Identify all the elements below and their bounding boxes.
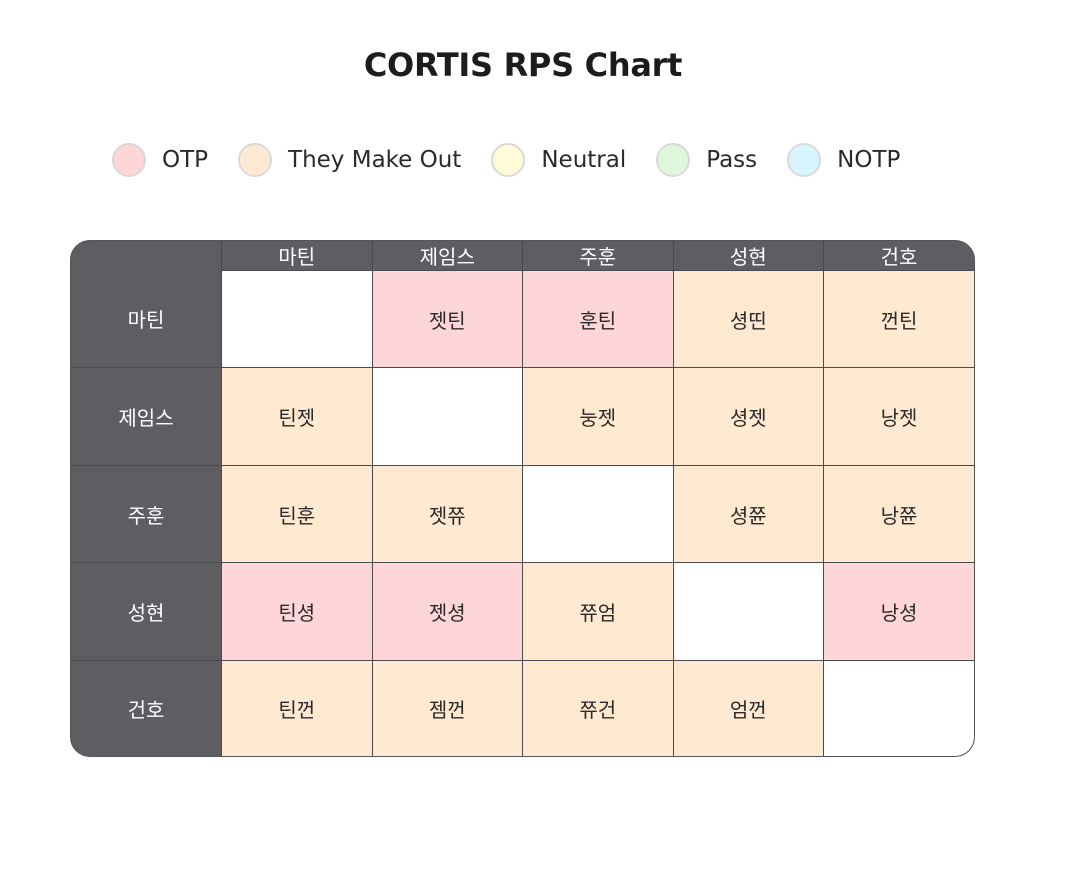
legend-item-notp: NOTP bbox=[787, 143, 900, 177]
pair-cell: 쮸건 bbox=[522, 659, 674, 756]
table-row: 건호 틴껀 젬껀 쮸건 엄껀 bbox=[71, 659, 974, 756]
pair-cell: 엄껀 bbox=[672, 659, 824, 756]
pair-cell: 젯셩 bbox=[371, 562, 523, 661]
column-header: 주훈 bbox=[522, 241, 674, 271]
pair-cell: 낭셩 bbox=[823, 562, 974, 661]
pair-cell: 눙젯 bbox=[522, 367, 674, 466]
table-row: 성현 틴셩 젯셩 쮸엄 낭셩 bbox=[71, 562, 974, 661]
pair-cell: 젯쮸 bbox=[371, 464, 523, 564]
pair-cell: 틴껀 bbox=[221, 659, 373, 756]
empty-cell bbox=[672, 562, 824, 661]
legend-label: They Make Out bbox=[288, 147, 462, 173]
pair-cell: 껀틴 bbox=[823, 269, 974, 369]
row-header: 성현 bbox=[71, 562, 222, 661]
table-row: 제임스 틴젯 눙젯 셩젯 낭젯 bbox=[71, 367, 974, 466]
legend-item-neu: Neutral bbox=[491, 143, 626, 177]
table-row: 주훈 틴훈 젯쮸 셩쮼 낭쮼 bbox=[71, 464, 974, 564]
pair-cell: 틴훈 bbox=[221, 464, 373, 564]
chart-title: CORTIS RPS Chart bbox=[363, 46, 683, 84]
pair-cell: 틴셩 bbox=[221, 562, 373, 661]
legend-swatch bbox=[787, 143, 822, 177]
legend-label: Neutral bbox=[541, 147, 627, 173]
table-row: 마틴 젯틴 훈틴 셩띤 껀틴 bbox=[71, 269, 974, 369]
legend: OTP They Make Out Neutral Pass NOTP bbox=[112, 138, 900, 182]
pair-cell: 쮸엄 bbox=[522, 562, 674, 661]
legend-item-tmo: They Make Out bbox=[238, 143, 461, 177]
row-header: 제임스 bbox=[71, 367, 222, 466]
empty-cell bbox=[221, 269, 373, 369]
pair-cell: 셩쮼 bbox=[672, 464, 824, 564]
column-header: 제임스 bbox=[371, 241, 523, 271]
legend-swatch bbox=[656, 143, 691, 177]
pair-cell: 젬껀 bbox=[371, 659, 523, 756]
pair-cell: 낭젯 bbox=[823, 367, 974, 466]
pair-cell: 셩띤 bbox=[672, 269, 824, 369]
legend-item-pass: Pass bbox=[656, 143, 757, 177]
pair-cell: 젯틴 bbox=[371, 269, 523, 369]
header-row: 마틴 제임스 주훈 성현 건호 bbox=[71, 241, 974, 271]
empty-cell bbox=[522, 464, 674, 564]
legend-label: NOTP bbox=[837, 147, 901, 173]
legend-label: OTP bbox=[162, 147, 209, 173]
legend-swatch bbox=[112, 143, 146, 177]
pair-cell: 낭쮼 bbox=[823, 464, 974, 564]
empty-cell bbox=[371, 367, 523, 466]
pair-cell: 틴젯 bbox=[221, 367, 373, 466]
pair-cell: 훈틴 bbox=[522, 269, 674, 369]
column-header: 성현 bbox=[672, 241, 824, 271]
rps-grid: 마틴 제임스 주훈 성현 건호 마틴 젯틴 훈틴 셩띤 껀틴 제임스 틴젯 눙젯 셩젯 낭젯 주훈 틴훈 젯쮸 셩… bbox=[70, 240, 975, 757]
column-header: 마틴 bbox=[221, 241, 373, 271]
legend-label: Pass bbox=[706, 147, 758, 173]
rps-table: 마틴 제임스 주훈 성현 건호 마틴 젯틴 훈틴 셩띤 껀틴 제임스 틴젯 눙젯 셩젯 낭젯 주훈 틴훈 젯쮸 셩… bbox=[71, 241, 974, 756]
legend-swatch bbox=[238, 143, 273, 177]
row-header: 건호 bbox=[71, 659, 222, 756]
column-header: 건호 bbox=[823, 241, 974, 271]
legend-item-otp: OTP bbox=[112, 143, 208, 177]
corner-cell bbox=[71, 241, 222, 271]
pair-cell: 셩젯 bbox=[672, 367, 824, 466]
row-header: 마틴 bbox=[71, 270, 222, 369]
row-header: 주훈 bbox=[71, 464, 222, 564]
empty-cell bbox=[823, 659, 974, 756]
legend-swatch bbox=[491, 143, 526, 177]
